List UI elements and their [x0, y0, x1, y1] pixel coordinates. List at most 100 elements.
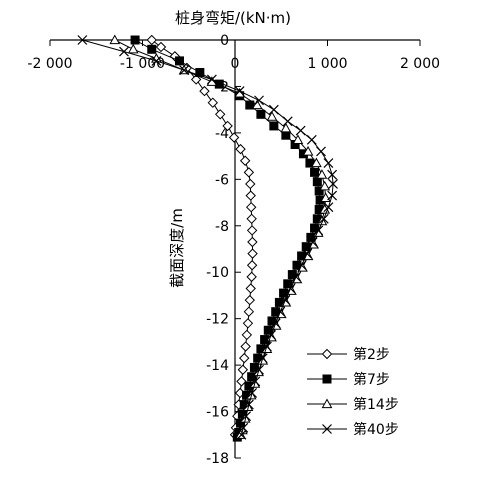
y-tick-label: -14	[206, 358, 229, 374]
data-point	[283, 279, 293, 289]
data-point	[318, 213, 329, 224]
data-point	[151, 55, 162, 66]
y-tick-label: -12	[206, 312, 229, 328]
data-point	[242, 318, 254, 329]
data-point	[266, 329, 276, 340]
data-point	[269, 121, 279, 131]
data-point	[247, 388, 258, 398]
series-line	[114, 39, 327, 435]
data-point	[245, 283, 256, 294]
data-point	[250, 376, 261, 387]
series-2	[130, 35, 325, 442]
data-point	[244, 294, 256, 306]
data-point	[247, 372, 257, 382]
series-3	[109, 34, 331, 439]
data-point	[254, 95, 264, 106]
data-point	[243, 167, 255, 178]
data-point	[302, 145, 314, 156]
data-point	[238, 422, 249, 433]
data-point	[310, 167, 320, 177]
data-point	[147, 44, 157, 54]
y-tick-label: -16	[206, 405, 229, 421]
data-point	[175, 56, 184, 66]
x-tick-label: 0	[231, 56, 240, 72]
data-point	[222, 120, 233, 132]
data-point	[234, 86, 245, 97]
legend-label: 第2步	[353, 346, 390, 363]
y-tick-label: -10	[206, 265, 229, 281]
data-point	[257, 353, 268, 364]
legend-label: 第40步	[353, 421, 399, 438]
data-point	[146, 34, 157, 46]
data-point	[319, 180, 331, 191]
data-point	[246, 213, 257, 225]
legend-label: 第7步	[353, 371, 390, 388]
data-point	[281, 130, 291, 140]
data-point	[287, 270, 297, 280]
data-point	[245, 178, 256, 190]
series-4	[77, 35, 338, 440]
data-point	[280, 122, 292, 133]
data-point	[307, 237, 318, 247]
data-point	[240, 341, 251, 352]
data-point	[243, 306, 255, 317]
data-point	[327, 190, 338, 201]
data-point	[266, 111, 278, 121]
data-point	[206, 74, 217, 85]
data-point	[261, 341, 272, 352]
data-point	[207, 97, 219, 108]
data-point	[169, 51, 181, 62]
data-point	[228, 132, 240, 143]
data-point	[282, 116, 293, 127]
y-tick-label: 0	[220, 33, 229, 49]
data-point	[190, 74, 202, 85]
x-tick-label: 1 000	[307, 56, 347, 72]
data-point	[292, 134, 304, 144]
data-point	[306, 134, 317, 145]
series-line	[134, 39, 321, 438]
data-point	[246, 260, 258, 271]
data-point	[119, 46, 129, 57]
data-point	[155, 41, 167, 53]
data-point	[245, 201, 257, 213]
data-point	[302, 248, 313, 259]
data-point	[311, 157, 322, 168]
data-point	[130, 35, 140, 45]
legend-label: 第14步	[353, 396, 399, 413]
series-1	[146, 34, 258, 440]
data-point	[328, 179, 338, 189]
data-point	[245, 100, 255, 110]
data-point	[247, 236, 258, 248]
data-point	[280, 295, 291, 306]
data-point	[77, 35, 88, 45]
data-point	[246, 225, 258, 236]
data-point	[291, 271, 301, 282]
x-tick-label: 2 000	[400, 56, 440, 72]
legend-marker	[322, 374, 332, 384]
data-point	[313, 225, 324, 236]
legend-item: 第14步	[307, 396, 399, 413]
data-point	[296, 260, 307, 271]
data-point	[236, 376, 247, 387]
data-point	[241, 411, 252, 422]
legend-marker	[321, 348, 333, 360]
y-tick-label: -8	[215, 219, 229, 235]
data-point	[256, 109, 266, 119]
data-point	[199, 85, 210, 97]
data-point	[275, 306, 286, 317]
series-line	[82, 39, 334, 435]
data-point	[323, 202, 334, 213]
data-point	[237, 364, 249, 375]
data-point	[127, 43, 139, 54]
data-point	[179, 65, 190, 76]
data-point	[109, 34, 121, 45]
data-point	[236, 429, 247, 440]
data-point	[235, 143, 246, 155]
data-point	[239, 352, 250, 364]
legend-marker	[322, 424, 332, 434]
data-point	[270, 318, 281, 329]
data-point	[247, 248, 258, 259]
legend-item: 第2步	[307, 346, 390, 363]
